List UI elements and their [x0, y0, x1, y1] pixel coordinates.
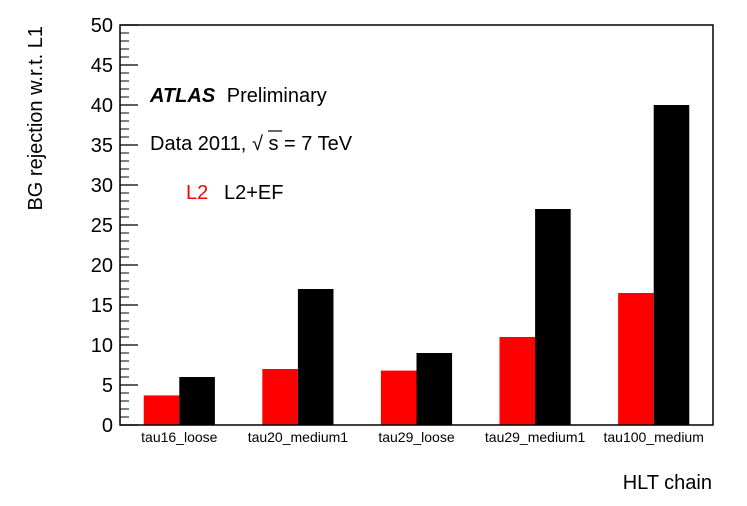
sqrt-symbol: √	[252, 133, 263, 155]
bars-group	[143, 105, 690, 425]
bar-l2-ef-tau29-loose	[416, 353, 453, 425]
y-tick-label: 5	[102, 375, 113, 397]
bar-l2-tau100-medium	[618, 293, 654, 425]
y-tick-label: 10	[91, 335, 113, 357]
energy-label: = 7 TeV	[284, 133, 353, 155]
y-tick-label: 45	[91, 55, 113, 77]
y-tick-label: 30	[91, 175, 113, 197]
x-tick-label: tau100_medium	[603, 429, 703, 445]
bar-l2-tau16-loose	[143, 395, 180, 425]
legend-entry-l2: L2	[186, 182, 208, 204]
sqrt-arg: s	[268, 133, 278, 155]
bar-l2-tau29-loose	[380, 370, 417, 425]
x-axis-category-labels: tau16_loose tau20_medium1 tau29_loose tau29…	[141, 429, 704, 445]
x-tick-label: tau20_medium1	[248, 429, 349, 445]
x-tick-label: tau16_loose	[141, 429, 218, 445]
svg-text:Data 2011, √ s: Data 2011, √ s = 7 TeV	[150, 133, 353, 155]
y-axis-title: BG rejection w.r.t. L1	[25, 26, 47, 211]
y-tick-label: 20	[91, 255, 113, 277]
y-tick-label: 25	[91, 215, 113, 237]
x-axis-title: HLT chain	[623, 472, 712, 494]
svg-text:ATLAS Preliminary: ATLAS Preliminary	[149, 85, 327, 107]
bar-l2-ef-tau20-medium1	[297, 289, 334, 425]
y-tick-label: 40	[91, 95, 113, 117]
y-axis-ticks: 0 5 10 15 20 25 30 35 40 45 50	[91, 15, 138, 437]
y-tick-label: 35	[91, 135, 113, 157]
dataset-label: Data 2011, √ s = 7 TeV	[150, 130, 353, 155]
bar-l2-tau20-medium1	[262, 369, 298, 425]
legend-entry-l2-ef: L2+EF	[224, 182, 283, 204]
preliminary-label: Preliminary	[227, 85, 327, 107]
dataset-prefix: Data 2011,	[150, 133, 246, 155]
experiment-label: ATLAS Preliminary	[149, 85, 327, 107]
atlas-label: ATLAS	[149, 85, 216, 107]
y-tick-label: 15	[91, 295, 113, 317]
bar-l2-tau29-medium1	[499, 337, 536, 425]
x-tick-label: tau29_medium1	[485, 429, 586, 445]
y-tick-label: 50	[91, 15, 113, 37]
x-tick-label: tau29_loose	[378, 429, 455, 445]
bar-l2-ef-tau100-medium	[653, 105, 690, 425]
bar-l2-ef-tau16-loose	[179, 377, 215, 425]
bar-l2-ef-tau29-medium1	[535, 209, 571, 425]
y-tick-label: 0	[102, 415, 113, 437]
legend: L2 L2+EF	[186, 182, 283, 204]
